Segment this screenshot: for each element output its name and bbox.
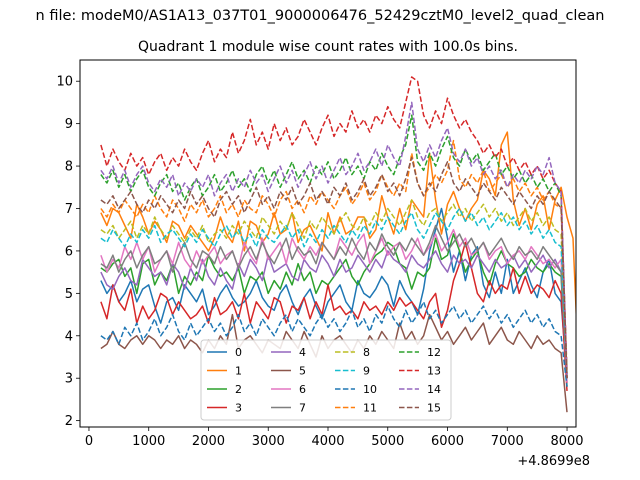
series-line-8 (100, 199, 568, 379)
series-line-3 (100, 241, 568, 391)
legend-label-6: 6 (299, 383, 306, 396)
figure-suptitle: n file: modeM0/AS1A13_037T01_9000006476_… (36, 8, 605, 24)
series-line-7 (100, 224, 568, 379)
legend-label-0: 0 (235, 346, 242, 359)
series-line-4 (100, 250, 568, 383)
legend-label-11: 11 (363, 402, 377, 415)
series-line-15 (100, 156, 568, 379)
y-tick-label: 4 (65, 329, 73, 344)
legend-label-9: 9 (363, 365, 370, 378)
x-tick-label: 6000 (431, 434, 464, 449)
legend-label-15: 15 (427, 402, 441, 415)
legend-label-14: 14 (427, 383, 441, 396)
legend-label-10: 10 (363, 383, 377, 396)
legend-label-7: 7 (299, 402, 306, 415)
axis-ticks: 0 1000 2000 3000 4000 5000 6000 7000 8000 2 3 4 5 6 7 8… (56, 75, 583, 449)
y-tick-label: 8 (65, 160, 73, 175)
y-tick-label: 3 (65, 372, 73, 387)
y-tick-label: 9 (65, 117, 73, 132)
legend-label-2: 2 (235, 383, 242, 396)
x-tick-label: 2000 (192, 434, 225, 449)
series-line-12 (100, 114, 568, 379)
legend-label-1: 1 (235, 365, 242, 378)
legend-label-12: 12 (427, 346, 441, 359)
series-line-1 (100, 131, 576, 326)
legend-label-13: 13 (427, 365, 441, 378)
series-line-9 (100, 207, 568, 375)
x-tick-label: 0 (85, 434, 93, 449)
legend-box (200, 339, 452, 421)
series-line-10 (100, 301, 568, 387)
series-line-13 (100, 76, 568, 379)
legend-label-5: 5 (299, 365, 306, 378)
y-tick-label: 5 (65, 287, 73, 302)
chart-title: Quadrant 1 module wise count rates with … (138, 39, 518, 55)
y-tick-label: 6 (65, 244, 73, 259)
x-tick-label: 3000 (252, 434, 285, 449)
x-offset-label: +4.8699e8 (517, 454, 590, 469)
x-tick-label: 8000 (550, 434, 583, 449)
x-tick-label: 1000 (132, 434, 165, 449)
series-line-14 (100, 101, 568, 379)
legend-label-4: 4 (299, 346, 306, 359)
x-tick-label: 4000 (311, 434, 344, 449)
y-tick-label: 7 (65, 202, 73, 217)
legend-label-3: 3 (235, 402, 242, 415)
x-tick-label: 7000 (491, 434, 524, 449)
legend-label-8: 8 (363, 346, 370, 359)
y-tick-label: 10 (56, 75, 73, 90)
y-tick-label: 2 (65, 414, 73, 429)
x-tick-label: 5000 (371, 434, 404, 449)
series-line-0 (100, 207, 568, 379)
